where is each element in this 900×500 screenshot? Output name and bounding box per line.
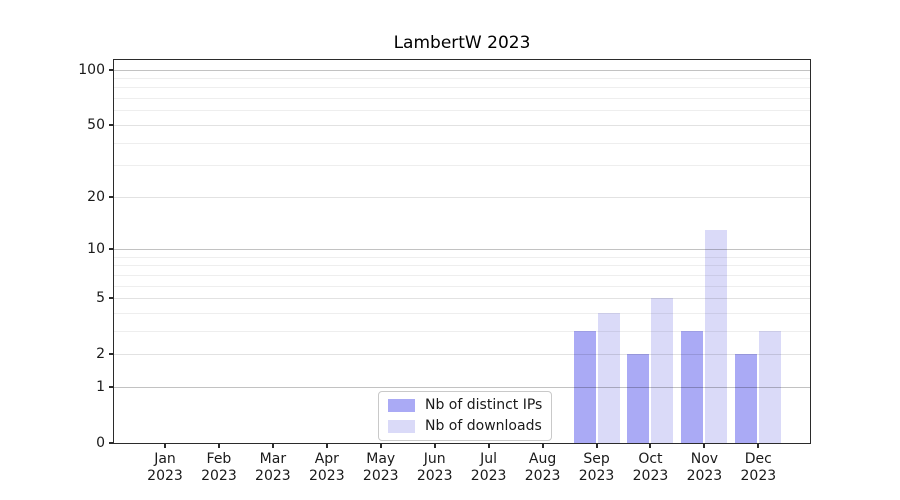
y-axis-tick-mark (109, 68, 113, 71)
bar-distinct-ips (627, 354, 650, 443)
bar-downloads (705, 229, 728, 443)
month-label: May (366, 451, 396, 467)
month-label: Jan (154, 451, 176, 467)
bar-downloads (597, 312, 620, 443)
legend-item: Nb of distinct IPs (388, 397, 542, 413)
x-axis-tick-label: Nov 2023 (672, 451, 736, 485)
bar-distinct-ips (735, 354, 758, 443)
month-label: Aug (528, 451, 557, 467)
bar-downloads (759, 330, 782, 443)
month-label: Dec (744, 451, 772, 467)
y-axis-tick-label: 0 (96, 435, 105, 451)
x-axis-tick-label: Dec 2023 (726, 451, 790, 485)
x-axis-tick-label: Mar 2023 (241, 451, 305, 485)
x-axis-tick-mark (433, 444, 436, 448)
x-axis-tick-mark (541, 444, 544, 448)
legend-swatch (388, 398, 415, 412)
y-axis-tick-label: 1 (96, 378, 105, 395)
x-axis-tick-label: Jul 2023 (457, 451, 521, 485)
month-label: Jul (480, 451, 498, 467)
y-axis-tick-mark (109, 442, 113, 444)
x-axis-tick-mark (325, 444, 328, 448)
year-label: 2023 (201, 468, 237, 484)
month-label: Apr (314, 451, 339, 467)
year-label: 2023 (255, 468, 291, 484)
plot-area: Nb of distinct IPs Nb of downloads (113, 59, 811, 444)
year-label: 2023 (578, 468, 615, 484)
bar-distinct-ips (681, 330, 704, 443)
year-label: 2023 (470, 468, 507, 484)
year-label: 2023 (416, 468, 453, 484)
x-axis-tick-mark (487, 444, 490, 448)
x-axis-tick-label: Jan 2023 (133, 451, 197, 485)
month-label: Sep (583, 451, 610, 467)
legend-label: Nb of downloads (425, 418, 542, 434)
bar-distinct-ips (573, 330, 596, 443)
x-axis-tick-mark (595, 444, 598, 448)
x-axis-tick-label: Apr 2023 (295, 451, 359, 485)
x-axis-tick-label: Feb 2023 (187, 451, 251, 485)
y-axis-tick-mark (109, 385, 113, 388)
y-axis-tick-label: 50 (87, 116, 105, 133)
month-label: Feb (206, 451, 232, 467)
y-axis-tick-mark (109, 195, 113, 198)
y-axis-tick-label: 20 (87, 188, 105, 205)
x-axis-tick-mark (164, 444, 166, 448)
legend-item: Nb of downloads (388, 418, 542, 434)
chart-title: LambertW 2023 (393, 33, 531, 53)
x-axis-tick-mark (757, 444, 760, 448)
x-axis-tick-mark (217, 444, 220, 448)
y-axis-tick-label: 5 (96, 290, 105, 307)
legend-label: Nb of distinct IPs (425, 397, 543, 413)
year-label: 2023 (740, 468, 777, 484)
x-axis-tick-label: Sep 2023 (565, 451, 629, 485)
year-label: 2023 (308, 468, 345, 484)
y-axis-tick-mark (109, 248, 113, 250)
year-label: 2023 (147, 468, 183, 484)
month-label: Jun (423, 451, 446, 467)
year-label: 2023 (686, 468, 723, 484)
x-axis-tick-label: Aug 2023 (511, 451, 575, 485)
legend: Nb of distinct IPs Nb of downloads (378, 391, 553, 441)
month-label: Oct (638, 451, 663, 467)
legend-swatch (388, 419, 415, 433)
x-axis-tick-label: Oct 2023 (618, 451, 682, 485)
x-axis-tick-mark (271, 444, 274, 448)
x-axis-tick-label: May 2023 (349, 451, 413, 485)
y-axis-tick-label: 10 (87, 241, 105, 257)
y-axis-tick-label: 2 (96, 346, 105, 363)
year-label: 2023 (632, 468, 669, 484)
year-label: 2023 (362, 468, 399, 484)
y-axis-tick-mark (109, 297, 113, 300)
y-axis-tick-mark (109, 123, 113, 126)
month-label: Mar (259, 451, 287, 467)
bars-layer (114, 60, 810, 443)
x-axis-tick-mark (379, 444, 382, 448)
year-label: 2023 (524, 468, 561, 484)
month-label: Nov (690, 451, 719, 467)
y-axis-tick-mark (109, 353, 113, 356)
bar-downloads (651, 298, 674, 443)
y-axis-tick-label: 100 (78, 61, 105, 78)
x-axis-tick-label: Jun 2023 (403, 451, 467, 485)
x-axis-tick-mark (649, 444, 652, 448)
x-axis-tick-mark (703, 444, 706, 448)
